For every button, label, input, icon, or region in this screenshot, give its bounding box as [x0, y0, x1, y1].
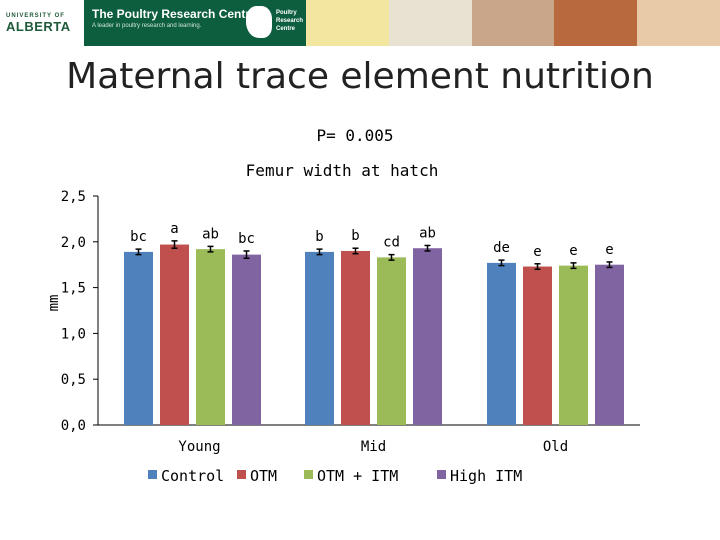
plot-area: 0,0 0,5 1,0 1,5 2,0 2,5 bc a ab bc Young b b cd ab Mid d… — [61, 189, 640, 485]
legend-swatch — [237, 470, 246, 479]
banner-photo — [306, 0, 389, 46]
bar — [523, 266, 552, 425]
badge-line: Centre — [276, 26, 296, 32]
bar — [377, 257, 406, 425]
university-logo: UNIVERSITY OF ALBERTA — [0, 0, 84, 46]
legend-swatch — [148, 470, 157, 479]
banner-photo — [388, 0, 472, 46]
bar — [160, 244, 189, 425]
centre-name: The Poultry Research Centre — [92, 7, 257, 21]
header-banner: UNIVERSITY OF ALBERTA The Poultry Resear… — [0, 0, 720, 46]
banner-photo — [637, 0, 720, 46]
y-tick-label: 1,0 — [61, 326, 86, 342]
x-category-label: Mid — [361, 439, 386, 455]
chicken-badge-icon — [246, 6, 272, 38]
bar — [559, 265, 588, 425]
bar — [196, 249, 225, 425]
significance-letter: de — [493, 240, 510, 256]
significance-letter: ab — [419, 225, 436, 241]
significance-letter: bc — [238, 231, 255, 247]
legend-label: Control — [161, 467, 224, 485]
y-tick-label: 2,5 — [61, 189, 86, 205]
research-centre-heading: The Poultry Research Centre A leader in … — [92, 7, 257, 29]
banner-photo-strip — [306, 0, 720, 46]
banner-photo — [471, 0, 555, 46]
legend-swatch — [437, 470, 446, 479]
legend-label: OTM — [250, 467, 277, 485]
significance-letter: b — [315, 229, 323, 245]
significance-letter: e — [605, 242, 613, 258]
y-axis-label: mm — [46, 295, 62, 312]
significance-letter: cd — [383, 235, 400, 251]
y-tick-label: 2,0 — [61, 235, 86, 251]
legend-label: High ITM — [450, 467, 522, 485]
significance-letter: bc — [130, 229, 147, 245]
bar — [124, 251, 153, 425]
significance-letter: e — [569, 243, 577, 259]
chart-subtitle: P= 0.005 — [316, 126, 393, 145]
bar — [232, 254, 261, 425]
bar — [595, 264, 624, 425]
centre-badge-text: Poultry Research Centre — [244, 3, 304, 43]
legend-swatch — [304, 470, 313, 479]
logo-small-text: UNIVERSITY OF — [6, 12, 65, 19]
bar — [305, 251, 334, 425]
significance-letter: e — [533, 244, 541, 260]
legend-label: OTM + ITM — [317, 467, 398, 485]
significance-letter: a — [170, 221, 178, 237]
significance-letter: b — [351, 228, 359, 244]
y-tick-label: 0,0 — [61, 418, 86, 434]
x-category-label: Young — [178, 439, 220, 455]
y-tick-label: 0,5 — [61, 372, 86, 388]
banner-photo — [554, 0, 638, 46]
y-tick-label: 1,5 — [61, 281, 86, 297]
slide-title: Maternal trace element nutrition — [66, 56, 654, 97]
badge-line: Research — [276, 18, 304, 24]
chart-title: Femur width at hatch — [246, 161, 439, 180]
bar — [341, 250, 370, 425]
x-category-label: Old — [543, 439, 568, 455]
bar — [413, 248, 442, 425]
centre-tagline: A leader in poultry research and learnin… — [92, 23, 202, 29]
logo-big-text: ALBERTA — [6, 18, 71, 34]
significance-letter: ab — [202, 226, 219, 242]
badge-line: Poultry — [276, 10, 297, 16]
bar — [487, 262, 516, 425]
